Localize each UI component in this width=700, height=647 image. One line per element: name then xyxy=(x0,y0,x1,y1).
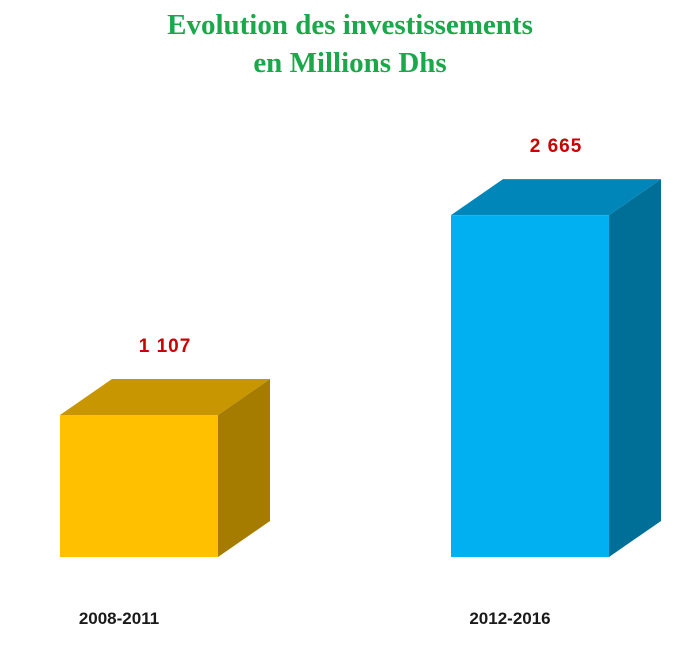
bar-2-front-face xyxy=(451,215,609,557)
bar-2-top-face xyxy=(451,179,661,216)
category-label-1: 2008-2011 xyxy=(79,609,159,628)
chart-title-line-2: en Millions Dhs xyxy=(253,47,447,79)
bar-2-side-face xyxy=(609,179,661,557)
bar-1-front-face xyxy=(60,414,218,557)
value-label-1: 1 107 xyxy=(139,336,192,357)
bar-1-side-face xyxy=(218,378,270,557)
chart-title-line-1: Evolution des investissements xyxy=(167,9,533,41)
bar-2 xyxy=(451,179,661,557)
value-label-2: 2 665 xyxy=(530,136,583,157)
category-label-2: 2012-2016 xyxy=(469,609,550,628)
bar-1-top-face xyxy=(60,378,270,415)
bar-1 xyxy=(60,378,270,557)
